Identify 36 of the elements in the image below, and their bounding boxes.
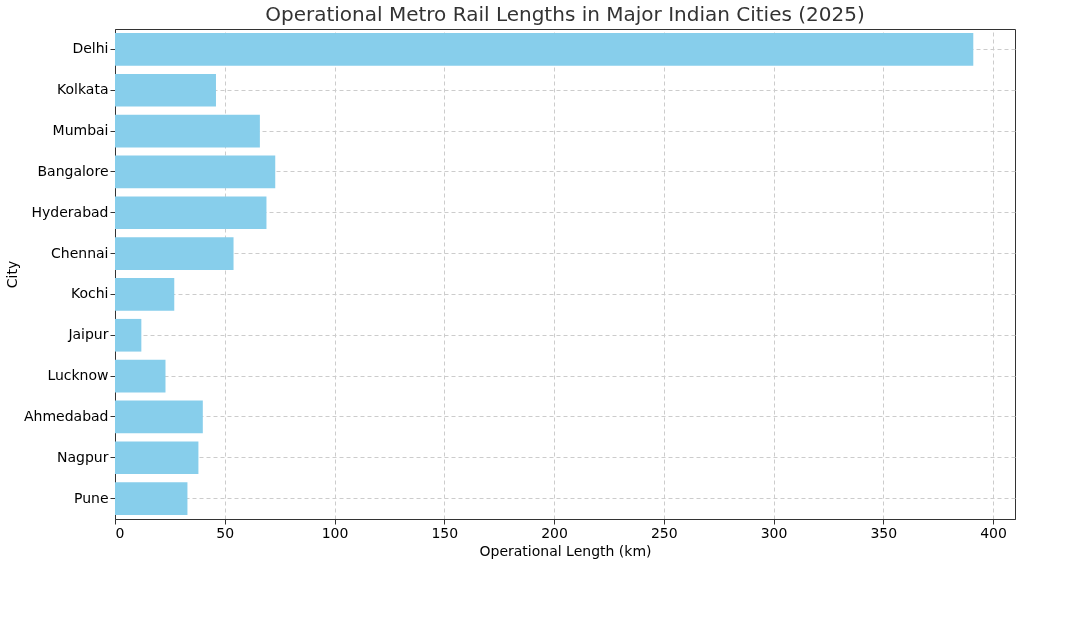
x-tick-label: 150 xyxy=(431,524,459,541)
y-tick-label: Bangalore xyxy=(37,162,109,179)
bar xyxy=(115,114,260,148)
bar xyxy=(115,73,216,107)
y-tick-label: Delhi xyxy=(72,40,109,57)
bar xyxy=(115,482,188,515)
y-tick-label: Lucknow xyxy=(47,367,109,384)
bar xyxy=(115,278,175,311)
x-tick-label: 50 xyxy=(216,524,235,541)
y-tick-label: Kochi xyxy=(70,285,109,302)
x-tick-label: 200 xyxy=(541,524,568,541)
x-tick-label: 350 xyxy=(870,524,898,541)
y-tick-label: Kolkata xyxy=(57,81,109,98)
x-tick-label: 300 xyxy=(760,524,788,541)
y-tick-label: Chennai xyxy=(51,244,109,261)
y-axis-title: City xyxy=(3,260,20,289)
x-tick-label: 400 xyxy=(980,524,1007,541)
bar xyxy=(115,441,199,475)
x-tick-label: 250 xyxy=(650,524,678,541)
y-tick-label: Pune xyxy=(73,489,109,506)
bar xyxy=(115,33,974,66)
chart-title: Operational Metro Rail Lengths in Major Indian Cities (2025) xyxy=(265,2,865,26)
bar xyxy=(115,400,203,434)
y-tick-label: Jaipur xyxy=(67,326,109,343)
bar xyxy=(115,155,276,189)
x-tick-label: 100 xyxy=(321,524,349,541)
bar xyxy=(115,237,234,270)
y-tick-label: Nagpur xyxy=(57,448,109,465)
y-tick-label: Mumbai xyxy=(52,122,109,139)
bar xyxy=(115,318,142,352)
y-tick-label: Ahmedabad xyxy=(23,407,109,424)
x-tick-label: 0 xyxy=(115,524,125,541)
bar xyxy=(115,196,267,230)
bar xyxy=(115,359,166,393)
x-axis-title: Operational Length (km) xyxy=(479,542,652,559)
y-tick-label: Hyderabad xyxy=(31,203,109,220)
